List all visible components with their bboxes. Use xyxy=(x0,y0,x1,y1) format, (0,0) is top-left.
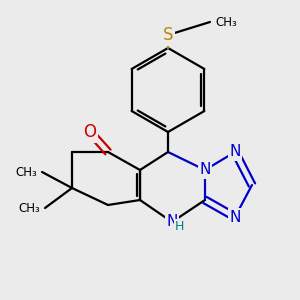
Text: N: N xyxy=(229,145,241,160)
Text: CH₃: CH₃ xyxy=(15,166,37,178)
Text: S: S xyxy=(163,26,173,44)
Text: N: N xyxy=(229,209,241,224)
Text: CH₃: CH₃ xyxy=(215,16,237,28)
Text: N: N xyxy=(199,163,211,178)
Text: H: H xyxy=(174,220,184,232)
Text: N: N xyxy=(166,214,178,230)
Text: O: O xyxy=(83,123,97,141)
Text: CH₃: CH₃ xyxy=(18,202,40,214)
